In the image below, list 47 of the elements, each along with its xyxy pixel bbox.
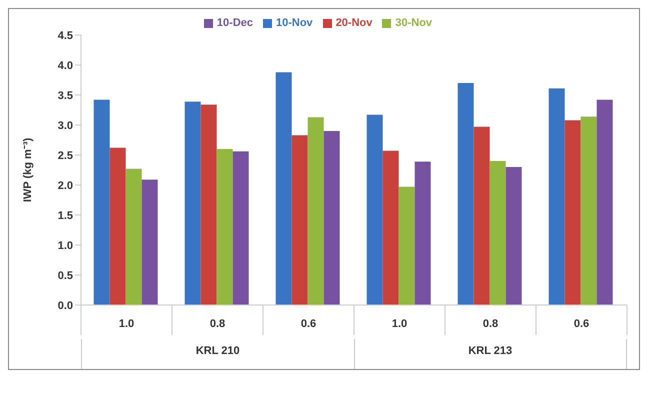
y-tick-label: 1.5	[58, 210, 73, 222]
bar	[490, 161, 506, 305]
bar	[276, 72, 292, 305]
bar	[200, 104, 217, 305]
y-tick-label: 2.0	[58, 180, 73, 192]
bar	[382, 150, 399, 305]
y-tick-label: 3.0	[58, 120, 73, 132]
text: KRL 210	[81, 339, 354, 369]
y-tick-label: 0.0	[58, 300, 73, 312]
bar	[548, 88, 565, 305]
bar	[580, 116, 597, 305]
bar	[366, 114, 383, 305]
bar	[216, 149, 233, 305]
bar	[398, 186, 415, 305]
y-tick-label: 4.5	[58, 30, 73, 42]
x-tick-label: 1.0	[392, 318, 408, 330]
bar	[292, 135, 308, 305]
y-tick-label: 0.5	[58, 270, 73, 282]
legend-label: 10-Nov	[276, 17, 313, 29]
bar	[458, 83, 474, 305]
bar	[110, 148, 126, 305]
y-tick-label: 1.0	[58, 240, 73, 252]
x-tick-label: 0.8	[210, 318, 226, 330]
bar	[126, 168, 142, 305]
bar	[324, 131, 340, 305]
bar	[232, 151, 249, 305]
legend-label: 30-Nov	[395, 17, 432, 29]
bar	[414, 162, 431, 305]
bar	[564, 120, 581, 305]
x-tick-label: 0.8	[482, 318, 498, 330]
bar	[184, 102, 201, 305]
x-tick-label: 0.6	[300, 318, 316, 330]
bar	[506, 167, 522, 305]
x-tick-label: 0.6	[574, 318, 590, 330]
legend-label: 20-Nov	[336, 17, 372, 29]
x-tick-label: 1.0	[118, 318, 134, 330]
bar	[474, 126, 490, 305]
y-tick-label: 4.0	[58, 60, 73, 72]
y-tick-label: 3.5	[58, 90, 73, 102]
bar	[596, 100, 613, 305]
text: KRL 213	[354, 339, 627, 369]
bar	[142, 180, 158, 305]
y-axis-title: IWP (kg m⁻³)	[22, 138, 34, 202]
bar	[94, 100, 110, 305]
legend-label: 10-Dec	[216, 17, 253, 29]
y-tick-label: 2.5	[58, 150, 73, 162]
bar	[308, 117, 324, 305]
